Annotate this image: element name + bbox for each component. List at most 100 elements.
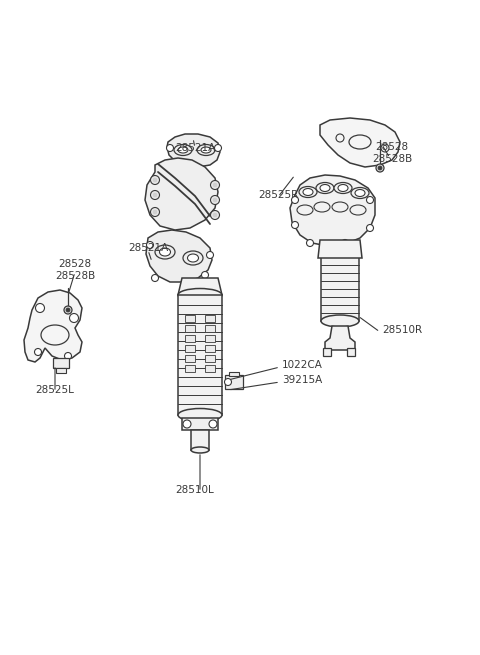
Circle shape [206,252,214,259]
Circle shape [213,183,217,187]
Ellipse shape [320,185,330,191]
Bar [182,418,218,430]
Text: 28525L: 28525L [36,385,74,395]
Ellipse shape [197,145,215,155]
Ellipse shape [201,147,211,153]
Polygon shape [318,240,362,258]
Circle shape [341,240,348,246]
Bar [205,315,215,322]
Circle shape [367,196,373,204]
Polygon shape [167,134,220,167]
Circle shape [70,314,79,322]
Ellipse shape [297,205,313,215]
Text: 1022CA: 1022CA [282,360,323,370]
Bar [225,375,243,389]
Circle shape [167,145,173,151]
Circle shape [211,181,219,189]
Circle shape [153,178,157,182]
Circle shape [66,308,70,312]
Circle shape [36,303,45,312]
Text: 39215A: 39215A [282,375,322,385]
Ellipse shape [321,250,359,262]
Circle shape [152,274,158,282]
Circle shape [35,348,41,356]
Circle shape [291,196,299,204]
Circle shape [215,145,221,151]
Circle shape [336,134,344,142]
Ellipse shape [159,248,170,256]
Polygon shape [325,326,355,350]
Text: 28525R: 28525R [258,190,298,200]
Ellipse shape [355,189,365,196]
Bar [53,358,69,368]
Circle shape [381,144,389,152]
Bar [323,348,331,356]
Bar [185,315,195,322]
Circle shape [211,195,219,204]
Bar [229,372,239,376]
Text: 28510R: 28510R [382,325,422,335]
Ellipse shape [332,202,348,212]
Polygon shape [146,230,212,282]
Circle shape [307,240,313,246]
Circle shape [202,272,208,278]
Circle shape [213,198,217,202]
Text: 28528
28528B: 28528 28528B [55,259,95,281]
Bar [185,335,195,342]
Ellipse shape [178,147,188,153]
Bar [178,295,222,415]
Bar [205,345,215,352]
Bar [185,325,195,332]
Ellipse shape [183,251,203,265]
Circle shape [151,191,159,200]
Polygon shape [290,175,375,246]
Bar [185,365,195,372]
Circle shape [183,420,191,428]
Text: 28521A: 28521A [175,143,215,153]
Bar [205,365,215,372]
Bar [191,430,209,450]
Ellipse shape [351,187,369,198]
Ellipse shape [191,447,209,453]
Ellipse shape [349,135,371,149]
Circle shape [64,352,72,360]
Circle shape [378,166,382,170]
Ellipse shape [334,183,352,193]
Circle shape [153,210,157,214]
Bar [205,325,215,332]
Polygon shape [145,158,218,230]
Ellipse shape [41,325,69,345]
Polygon shape [320,118,400,167]
Text: 28528
28528B: 28528 28528B [372,142,412,164]
Circle shape [213,213,217,217]
Bar [56,368,66,373]
Circle shape [367,225,373,231]
Circle shape [171,159,179,166]
Ellipse shape [314,202,330,212]
Ellipse shape [155,245,175,259]
Circle shape [151,176,159,185]
Ellipse shape [316,183,334,193]
Ellipse shape [178,409,222,422]
Circle shape [211,210,219,219]
Text: 28510L: 28510L [176,485,215,495]
Polygon shape [24,290,82,362]
Circle shape [151,208,159,217]
Circle shape [146,242,154,248]
Bar [205,335,215,342]
Bar [205,355,215,362]
Circle shape [225,379,231,386]
Ellipse shape [299,187,317,198]
Circle shape [291,221,299,229]
Circle shape [376,164,384,172]
Bar [347,348,355,356]
Ellipse shape [350,205,366,215]
Bar [185,345,195,352]
Circle shape [64,306,72,314]
Ellipse shape [303,189,313,195]
Ellipse shape [321,315,359,327]
Ellipse shape [178,288,222,301]
Ellipse shape [188,254,199,262]
Polygon shape [178,278,222,295]
Ellipse shape [174,145,192,155]
